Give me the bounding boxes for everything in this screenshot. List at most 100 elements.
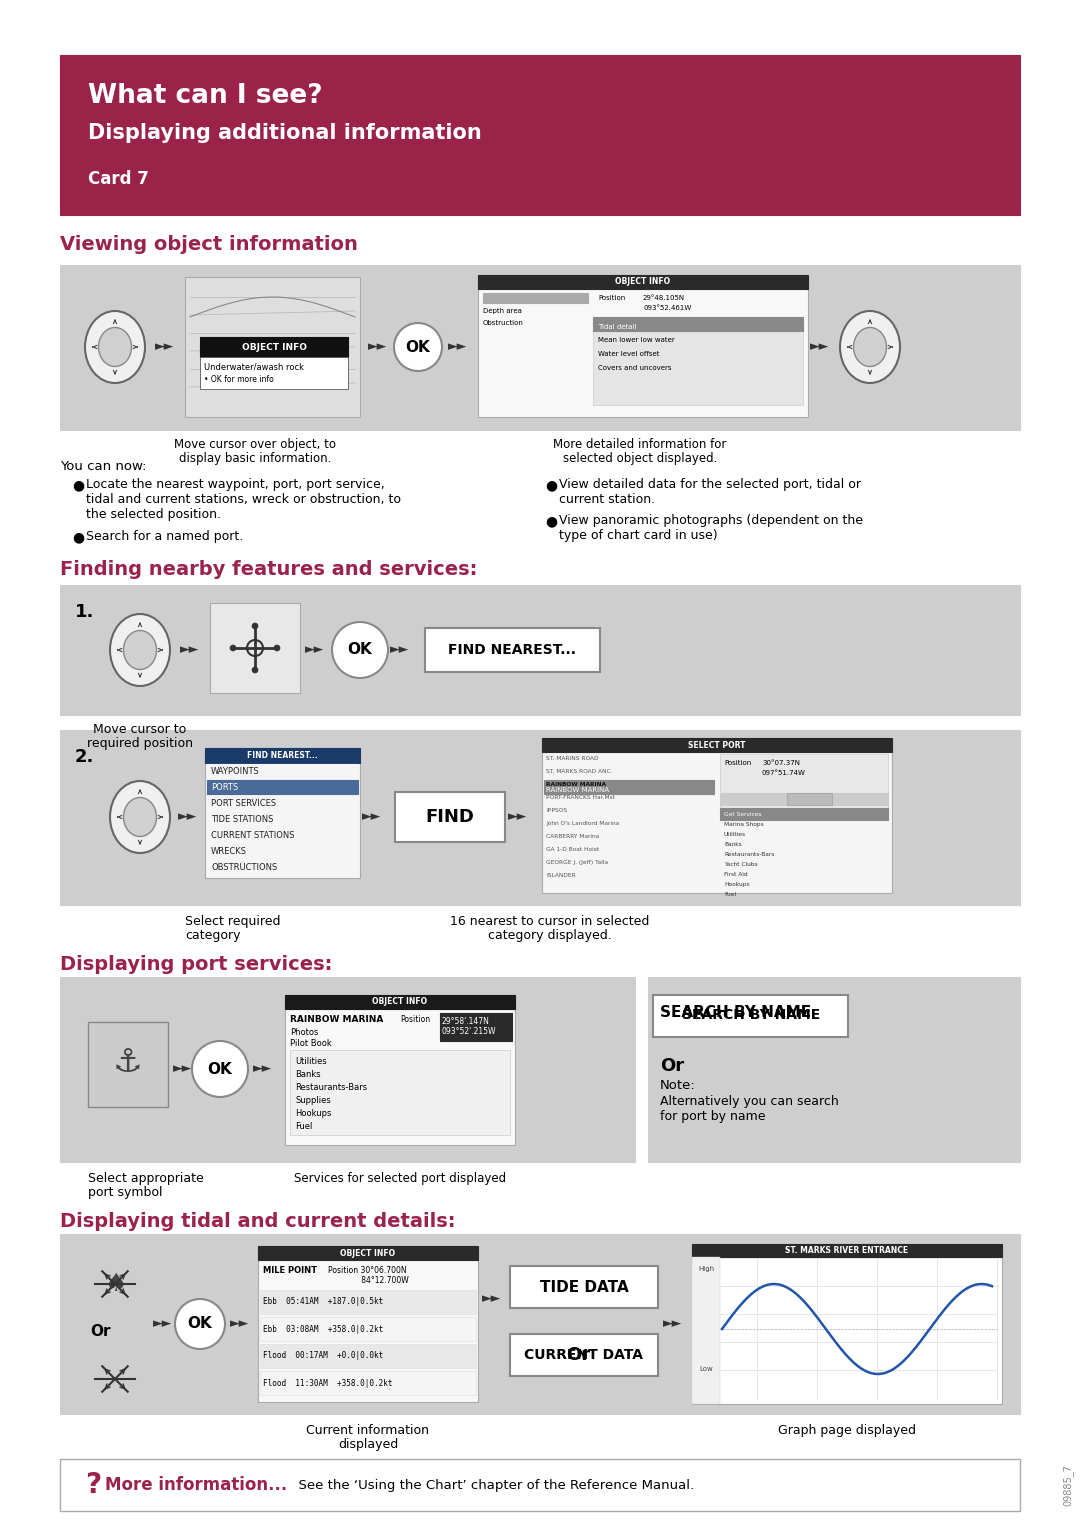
Text: Flood  00:17AM  +0.0|0.0kt: Flood 00:17AM +0.0|0.0kt: [264, 1351, 383, 1360]
Text: TIDE DATA: TIDE DATA: [540, 1279, 629, 1294]
Text: OK: OK: [348, 642, 373, 657]
Text: ►►: ►►: [230, 1317, 249, 1331]
Circle shape: [175, 1299, 225, 1349]
Text: category displayed.: category displayed.: [488, 929, 612, 941]
Text: Restaurants-Bars: Restaurants-Bars: [295, 1083, 367, 1093]
Bar: [207, 796, 357, 810]
Text: Note:: Note:: [660, 1079, 696, 1093]
Bar: [207, 779, 357, 795]
Circle shape: [394, 322, 442, 371]
Text: 29°58'.147N: 29°58'.147N: [442, 1018, 490, 1025]
Text: category: category: [185, 929, 241, 941]
Text: 84°12.700W: 84°12.700W: [328, 1276, 408, 1285]
Text: Select appropriate: Select appropriate: [87, 1172, 204, 1186]
Text: Utilities: Utilities: [724, 833, 746, 837]
Text: FIND NEAREST...: FIND NEAREST...: [448, 643, 577, 657]
Text: IPPSOS: IPPSOS: [546, 808, 567, 813]
Bar: [207, 811, 357, 827]
Text: Alternatively you can search: Alternatively you can search: [660, 1096, 839, 1108]
Text: SELECT PORT: SELECT PORT: [688, 741, 746, 750]
Circle shape: [230, 645, 237, 651]
Text: More detailed information for: More detailed information for: [553, 439, 727, 451]
Text: required position: required position: [87, 736, 193, 750]
Text: ►►: ►►: [448, 341, 468, 353]
Text: Card 7: Card 7: [87, 170, 149, 188]
Circle shape: [192, 1041, 248, 1097]
Text: displayed: displayed: [338, 1438, 399, 1452]
Text: ►►: ►►: [178, 810, 198, 824]
Text: Underwater/awash rock info: Underwater/awash rock info: [483, 295, 581, 301]
Text: See the ‘Using the Chart’ chapter of the Reference Manual.: See the ‘Using the Chart’ chapter of the…: [291, 1479, 694, 1491]
Text: Move cursor over object, to: Move cursor over object, to: [174, 439, 336, 451]
Text: Supplies: Supplies: [295, 1096, 330, 1105]
Text: CURRENT DATA: CURRENT DATA: [525, 1348, 644, 1361]
Bar: [87, 1022, 168, 1106]
Bar: [478, 275, 808, 417]
Text: Obstruction: Obstruction: [483, 319, 524, 325]
Bar: [720, 808, 888, 821]
Text: ►►: ►►: [153, 1317, 173, 1331]
Text: Services for selected port displayed: Services for selected port displayed: [294, 1172, 507, 1186]
Text: You can now:: You can now:: [60, 460, 147, 474]
Bar: [207, 860, 357, 874]
Text: • OK for more info: • OK for more info: [204, 374, 273, 384]
Text: Banks: Banks: [295, 1070, 321, 1079]
Text: 093°52'.215W: 093°52'.215W: [442, 1027, 497, 1036]
Text: ISLANDER: ISLANDER: [546, 872, 576, 879]
Circle shape: [332, 622, 388, 678]
Text: FIND NEAREST...: FIND NEAREST...: [247, 750, 318, 759]
Text: Or: Or: [660, 1057, 684, 1076]
Circle shape: [252, 623, 258, 630]
Text: PORTS: PORTS: [211, 782, 239, 792]
Bar: [285, 995, 515, 1144]
Text: ►►: ►►: [483, 1293, 501, 1305]
Text: ●: ●: [545, 478, 557, 492]
Bar: [653, 995, 848, 1038]
Ellipse shape: [853, 327, 887, 367]
Text: MILE POINT: MILE POINT: [264, 1267, 318, 1274]
Bar: [544, 779, 714, 795]
Text: OK: OK: [207, 1062, 232, 1077]
Bar: [260, 1371, 476, 1395]
Bar: [207, 764, 357, 778]
Text: WAYPOINTS: WAYPOINTS: [211, 767, 260, 776]
Text: Position: Position: [598, 295, 625, 301]
Bar: [60, 585, 1020, 715]
Bar: [260, 1317, 476, 1342]
Text: SEARCH BY NAME: SEARCH BY NAME: [660, 1005, 811, 1021]
Text: What can I see?: What can I see?: [87, 83, 323, 108]
Text: Water level offset: Water level offset: [598, 351, 660, 358]
Text: Ebb  05:41AM  +187.0|0.5kt: Ebb 05:41AM +187.0|0.5kt: [264, 1297, 383, 1306]
Text: 09885_7: 09885_7: [1063, 1464, 1074, 1507]
Text: 2.: 2.: [75, 749, 94, 766]
Text: Pilot Book: Pilot Book: [291, 1039, 332, 1048]
Text: Covers and uncovers: Covers and uncovers: [598, 365, 672, 371]
Bar: [60, 264, 1020, 429]
Bar: [60, 1459, 1020, 1511]
Text: Low: Low: [699, 1366, 713, 1372]
Text: WRECKS: WRECKS: [211, 847, 247, 856]
Text: Fuel: Fuel: [724, 892, 737, 897]
Text: for port by name: for port by name: [660, 1109, 766, 1123]
Text: Get Services: Get Services: [724, 811, 761, 817]
Text: Viewing object information: Viewing object information: [60, 235, 357, 254]
Bar: [720, 753, 888, 811]
Text: Ebb  03:08AM  +358.0|0.2kt: Ebb 03:08AM +358.0|0.2kt: [264, 1325, 383, 1334]
Bar: [478, 275, 808, 289]
Bar: [207, 843, 357, 859]
Text: ST. MARINS ROAD: ST. MARINS ROAD: [546, 756, 598, 761]
Text: OK: OK: [188, 1317, 213, 1331]
Bar: [291, 1050, 510, 1135]
Text: View panoramic photographs (dependent on the
type of chart card in use): View panoramic photographs (dependent on…: [559, 513, 863, 542]
Bar: [60, 1235, 1020, 1413]
Text: ►►: ►►: [306, 643, 325, 657]
Text: Finding nearby features and services:: Finding nearby features and services:: [60, 559, 477, 579]
Text: CARBERRY Marina: CARBERRY Marina: [546, 834, 599, 839]
Bar: [395, 792, 505, 842]
Text: Tidal detail: Tidal detail: [598, 324, 636, 330]
Ellipse shape: [85, 312, 145, 384]
Text: ►►: ►►: [363, 810, 381, 824]
Bar: [258, 1245, 478, 1261]
Text: Mean lower low water: Mean lower low water: [598, 338, 675, 342]
Bar: [200, 358, 348, 390]
